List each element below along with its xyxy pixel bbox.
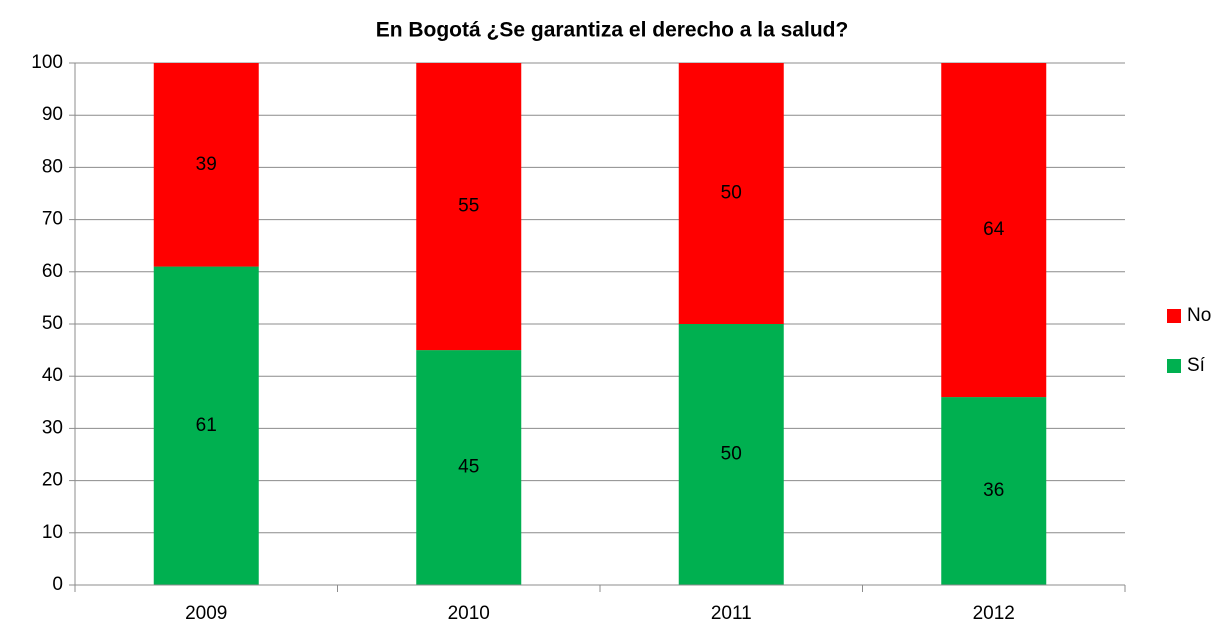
legend-label: Sí (1187, 355, 1206, 376)
x-tick-label: 2012 (973, 603, 1015, 624)
legend-label: No (1187, 305, 1211, 326)
bar-segment (153, 266, 259, 585)
data-label: 55 (458, 196, 479, 217)
chart-title: En Bogotá ¿Se garantiza el derecho a la … (376, 19, 849, 42)
y-tick-label: 90 (42, 104, 63, 125)
x-tick-label: 2011 (711, 603, 752, 624)
y-tick-label: 70 (42, 209, 63, 230)
data-label: 50 (721, 444, 742, 465)
bar-segment (678, 63, 784, 324)
data-label: 36 (983, 480, 1004, 501)
y-tick-label: 80 (42, 156, 63, 177)
data-label: 50 (721, 183, 742, 204)
data-label: 64 (983, 219, 1005, 240)
y-tick-label: 60 (42, 261, 63, 282)
bar-segment (416, 350, 522, 585)
y-tick-label: 40 (42, 365, 63, 386)
data-label: 45 (458, 457, 479, 478)
bar-segment (416, 63, 522, 351)
legend-swatch (1167, 359, 1181, 373)
x-tick-label: 2009 (185, 603, 227, 624)
y-tick-label: 50 (42, 313, 63, 334)
y-tick-label: 100 (31, 52, 63, 73)
x-tick-label: 2010 (448, 603, 490, 624)
data-label: 61 (196, 415, 217, 436)
data-label: 39 (196, 154, 217, 175)
y-tick-label: 30 (42, 417, 63, 438)
y-tick-label: 20 (42, 470, 63, 491)
bar-segment (678, 324, 784, 585)
y-tick-label: 0 (52, 574, 63, 595)
bar-segment (153, 63, 259, 267)
y-tick-label: 10 (42, 522, 63, 543)
legend-swatch (1167, 309, 1181, 323)
bar-segment (941, 397, 1047, 585)
bar-segment (941, 63, 1047, 398)
